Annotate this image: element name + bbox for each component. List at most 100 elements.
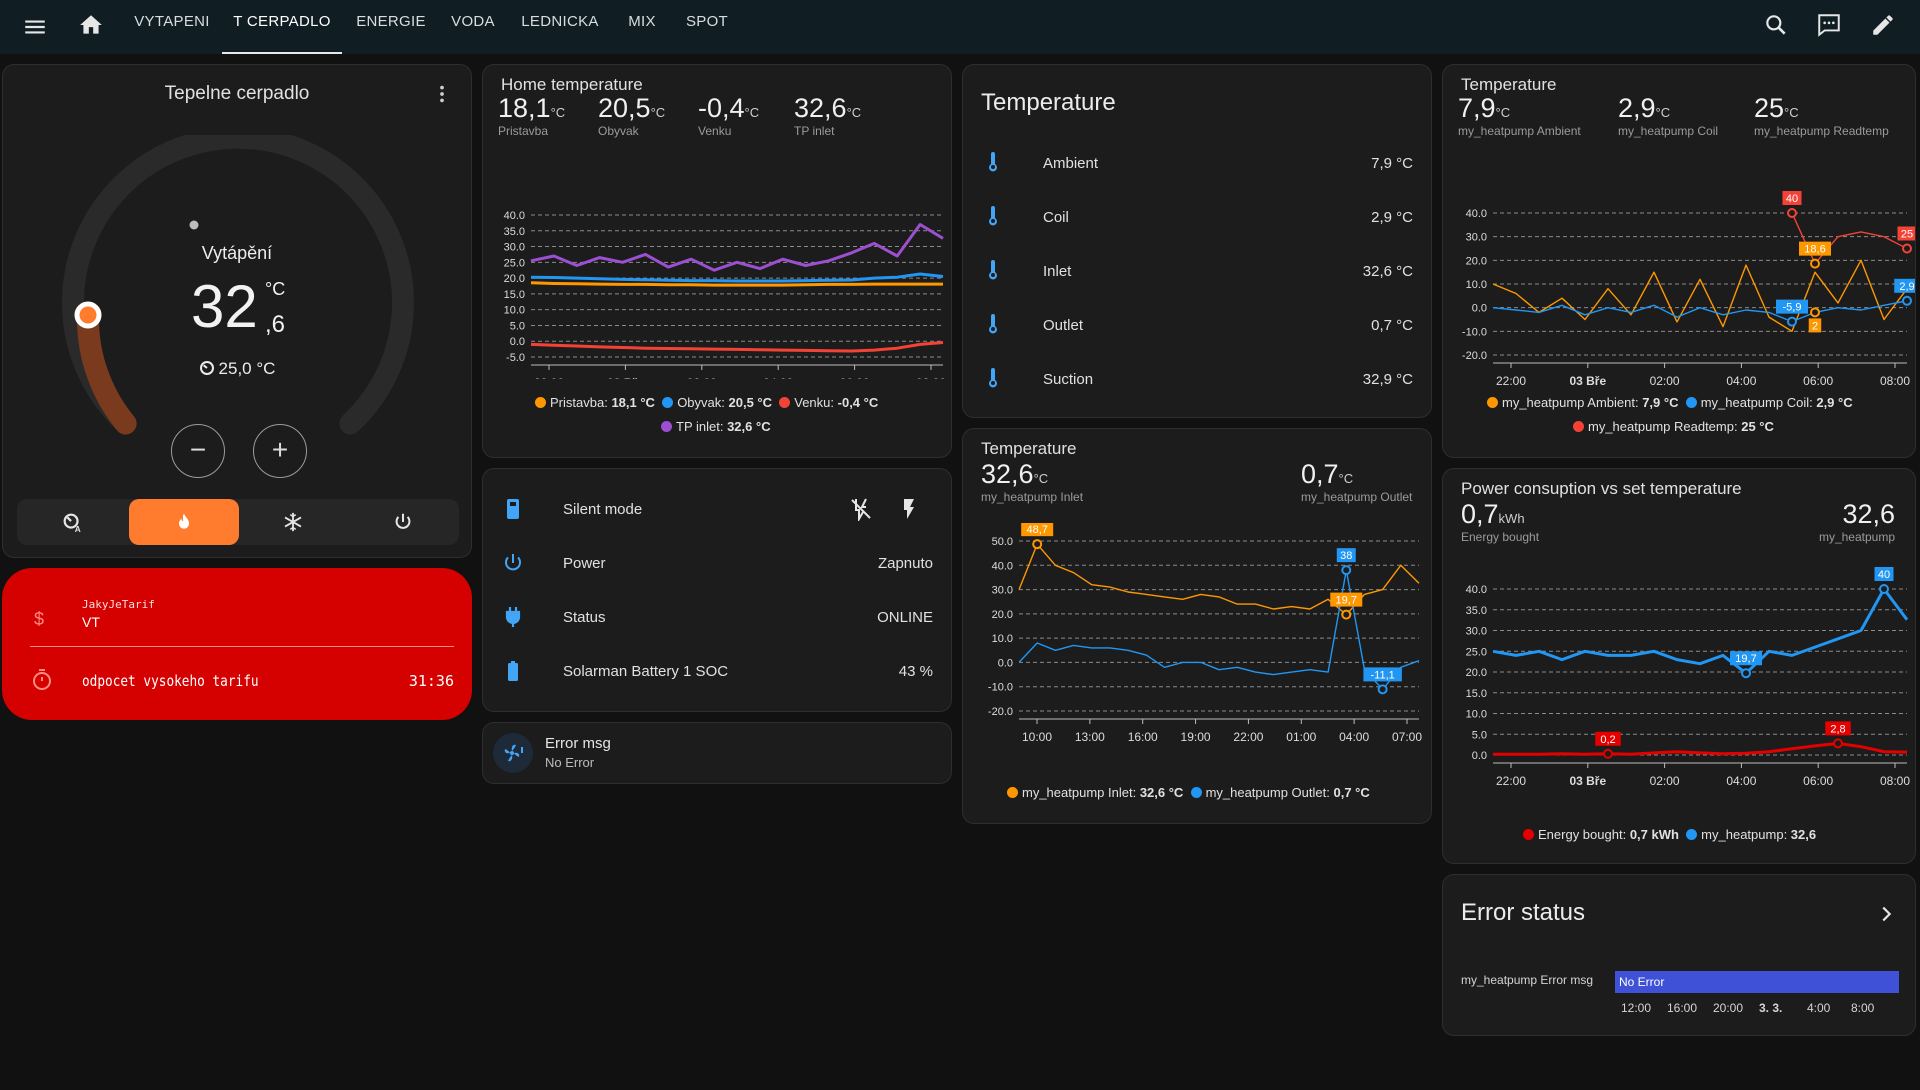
- data-label: 19,7: [1336, 595, 1357, 607]
- snowflake-icon[interactable]: [282, 511, 304, 533]
- data-point-marker[interactable]: [1032, 539, 1043, 550]
- legend-item-venku[interactable]: Venku: -0,4 °C: [779, 395, 878, 410]
- heat-mode-button[interactable]: [129, 499, 239, 545]
- stat-label: my_heatpump Readtemp: [1754, 124, 1889, 138]
- tab-spot[interactable]: SPOT: [685, 13, 729, 30]
- legend-item-energy-bought[interactable]: Energy bought: 0,7 kWh: [1523, 827, 1679, 842]
- stat-label: my_heatpump: [1818, 530, 1895, 544]
- legend-item-heatpump[interactable]: my_heatpump: 32,6: [1686, 827, 1816, 842]
- series-line-pristavba[interactable]: [530, 281, 943, 287]
- data-point-marker[interactable]: [1902, 243, 1912, 254]
- entity-value[interactable]: Zapnuto: [877, 555, 933, 572]
- data-point-marker[interactable]: [1603, 748, 1613, 759]
- tab-vytapeni[interactable]: VYTAPENI: [134, 13, 210, 30]
- timeline-bar[interactable]: No Error: [1615, 971, 1899, 993]
- legend-item-tp-inlet[interactable]: TP inlet: 32,6 °C: [661, 419, 771, 434]
- flash-icon[interactable]: [897, 497, 921, 521]
- error-msg-value: No Error: [545, 755, 595, 770]
- menu-icon[interactable]: [22, 14, 48, 40]
- data-point-marker[interactable]: [1810, 258, 1820, 269]
- entity-name: Status: [563, 609, 606, 626]
- target-handle[interactable]: [74, 301, 102, 329]
- temperature-row-coil[interactable]: Coil 2,9 °C: [963, 193, 1431, 243]
- temperature-row-inlet[interactable]: Inlet 32,6 °C: [963, 247, 1431, 297]
- data-point-marker[interactable]: [1377, 684, 1388, 695]
- tab-voda[interactable]: VODA: [451, 13, 495, 30]
- more-options-icon[interactable]: [431, 83, 453, 105]
- series-line-my-heatpump-inlet[interactable]: [1018, 543, 1420, 616]
- entity-value: 0,7 °C: [1371, 317, 1413, 334]
- fan-alert-icon: [504, 744, 523, 762]
- error-msg-card[interactable]: Error msg No Error: [482, 722, 952, 784]
- data-point-marker[interactable]: [1787, 208, 1797, 218]
- series-line-tp-inlet[interactable]: [530, 223, 944, 272]
- tab-mix[interactable]: MIX: [628, 13, 656, 30]
- tab-t-cerpadlo[interactable]: T CERPADLO: [222, 0, 342, 54]
- thermostat-dial[interactable]: [53, 135, 423, 445]
- series-line-my-heatpump-outlet[interactable]: [1018, 569, 1420, 691]
- temperature-row-outlet[interactable]: Outlet 0,7 °C: [963, 301, 1431, 351]
- card-title: Temperature: [981, 89, 1116, 116]
- edit-icon[interactable]: [1870, 12, 1896, 38]
- data-label: -11,1: [1371, 669, 1395, 681]
- legend-item-readtemp[interactable]: my_heatpump Readtemp: 25 °C: [1573, 419, 1774, 434]
- y-tick-label: 20.0: [1466, 255, 1487, 267]
- increase-temp-button[interactable]: +: [253, 424, 307, 478]
- series-line-energy-bought[interactable]: [1493, 741, 1908, 756]
- home-temperature-chart[interactable]: 40.0 35.0 30.0 25.0 20.0 15.0 10.0 5.0 0.0 -5.0 22…: [483, 169, 952, 379]
- assist-icon[interactable]: [1816, 12, 1842, 38]
- data-point-marker[interactable]: [1787, 316, 1797, 327]
- temperature-row-suction[interactable]: Suction 32,9 °C: [963, 355, 1431, 405]
- data-point-marker[interactable]: [1810, 307, 1820, 318]
- data-point-marker[interactable]: [1341, 565, 1352, 576]
- series-line-my-heatpump[interactable]: [1492, 587, 1909, 675]
- series-line-my-heatpump-coil[interactable]: [1492, 300, 1908, 323]
- flash-off-icon[interactable]: [849, 497, 873, 521]
- data-point-marker[interactable]: [1341, 609, 1352, 620]
- series-line-my-heatpump-ambient[interactable]: [1492, 259, 1908, 332]
- legend-item-coil[interactable]: my_heatpump Coil: 2,9 °C: [1685, 395, 1853, 410]
- data-point-marker[interactable]: [1902, 295, 1912, 306]
- data-point-marker[interactable]: [1833, 738, 1843, 749]
- error-status-card[interactable]: Error status my_heatpump Error msg No Er…: [1442, 874, 1916, 1036]
- temperature-row-ambient[interactable]: Ambient 7,9 °C: [963, 139, 1431, 189]
- data-point-marker[interactable]: [1879, 584, 1889, 594]
- series-line-my-heatpump-readtemp[interactable]: [1791, 212, 1908, 265]
- entity-name: Coil: [1043, 209, 1069, 226]
- x-tick-label: 16:00: [1128, 730, 1158, 744]
- power-icon[interactable]: [392, 511, 414, 533]
- data-label: 40: [1786, 193, 1798, 205]
- temperature-list-card: Temperature Ambient 7,9 °C Coil 2,9 °C Inlet…: [962, 64, 1432, 418]
- power-vs-temperature-chart[interactable]: 40.0 35.0 30.0 25.0 20.0 15.0 10.0 5.0 0.0 22:00 0…: [1443, 565, 1916, 795]
- legend-item-inlet[interactable]: my_heatpump Inlet: 32,6 °C: [1007, 785, 1183, 800]
- data-label: 40: [1878, 569, 1890, 581]
- legend-row-2: TP inlet: 32,6 °C: [661, 419, 771, 434]
- x-tick-label: 19:00: [1181, 730, 1211, 744]
- tab-energie[interactable]: ENERGIE: [356, 13, 426, 30]
- legend-item-outlet[interactable]: my_heatpump Outlet: 0,7 °C: [1190, 785, 1370, 800]
- auto-mode-icon[interactable]: A: [61, 511, 83, 533]
- home-icon[interactable]: [78, 12, 104, 38]
- divider: [30, 646, 454, 647]
- legend: my_heatpump Ambient: 7,9 °C my_heatpump …: [1487, 395, 1853, 410]
- timeline-tick-label: 20:00: [1713, 1001, 1744, 1015]
- series-line-venku[interactable]: [530, 341, 944, 353]
- legend-item-obyvak[interactable]: Obyvak: 20,5 °C: [662, 395, 772, 410]
- temperature-inlet-outlet-chart[interactable]: 50.0 40.0 30.0 20.0 10.0 0.0 -10.0 -20.0 10:00 13…: [963, 523, 1432, 783]
- thermostat-target-icon: [199, 361, 214, 375]
- energy-stat: 0,7kWh Energy bought: [1461, 499, 1539, 544]
- error-msg-title: Error msg: [545, 735, 611, 752]
- card-title: Power consuption vs set temperature: [1461, 479, 1742, 498]
- tab-lednicka[interactable]: LEDNICKA: [521, 13, 599, 30]
- series-line-obyvak[interactable]: [530, 272, 944, 283]
- timeline-tick-label: 8:00: [1851, 1001, 1875, 1015]
- data-point-marker[interactable]: [1741, 668, 1751, 679]
- legend-item-ambient[interactable]: my_heatpump Ambient: 7,9 °C: [1487, 395, 1678, 410]
- temperature-heatpump-chart[interactable]: 40.0 30.0 20.0 10.0 0.0 -10.0 -20.0 22:00 03 Bře…: [1443, 165, 1916, 385]
- legend-item-pristavba[interactable]: Pristavba: 18,1 °C: [535, 395, 655, 410]
- x-tick-label: 02:00: [1650, 374, 1680, 385]
- data-label: 2,8: [1830, 723, 1845, 735]
- decrease-temp-button[interactable]: −: [171, 424, 225, 478]
- search-icon[interactable]: [1763, 12, 1789, 38]
- chevron-right-icon[interactable]: [1875, 903, 1897, 925]
